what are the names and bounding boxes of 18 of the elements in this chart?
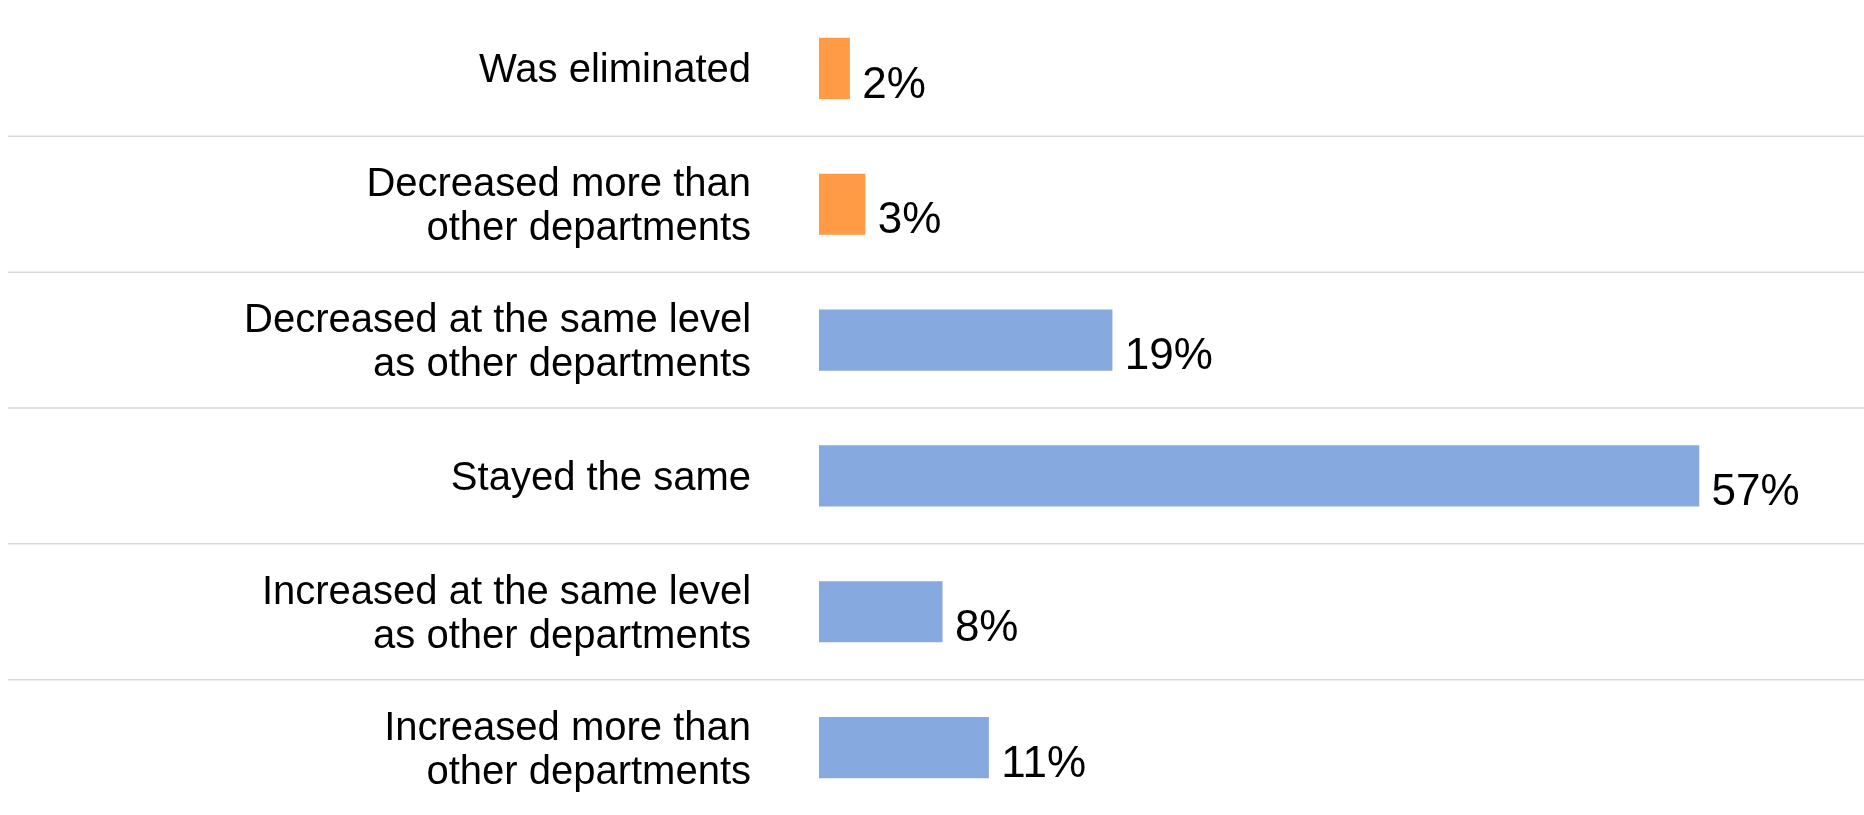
bar: [818, 37, 850, 99]
y-tick-label: Increased more than other departments: [384, 703, 752, 792]
data-label: 3%: [877, 193, 942, 243]
data-label: 19%: [1124, 329, 1213, 379]
bar: [818, 445, 1700, 507]
y-tick-label: Decreased at the same level as other departments: [244, 296, 752, 385]
data-label: 57%: [1711, 465, 1800, 514]
bar: [818, 309, 1113, 371]
y-tick-label: Stayed the same: [450, 453, 752, 498]
y-tick-label: Was eliminated: [479, 46, 752, 91]
bar: [818, 173, 866, 235]
data-label: 2%: [862, 57, 926, 107]
y-tick-label: Increased at the same level as other departments: [261, 567, 752, 656]
data-label: 11%: [1001, 736, 1087, 786]
bar: [818, 581, 943, 643]
bar: [818, 717, 989, 779]
data-label: 8%: [954, 600, 1019, 650]
y-tick-label: Decreased more than other departments: [366, 160, 752, 249]
